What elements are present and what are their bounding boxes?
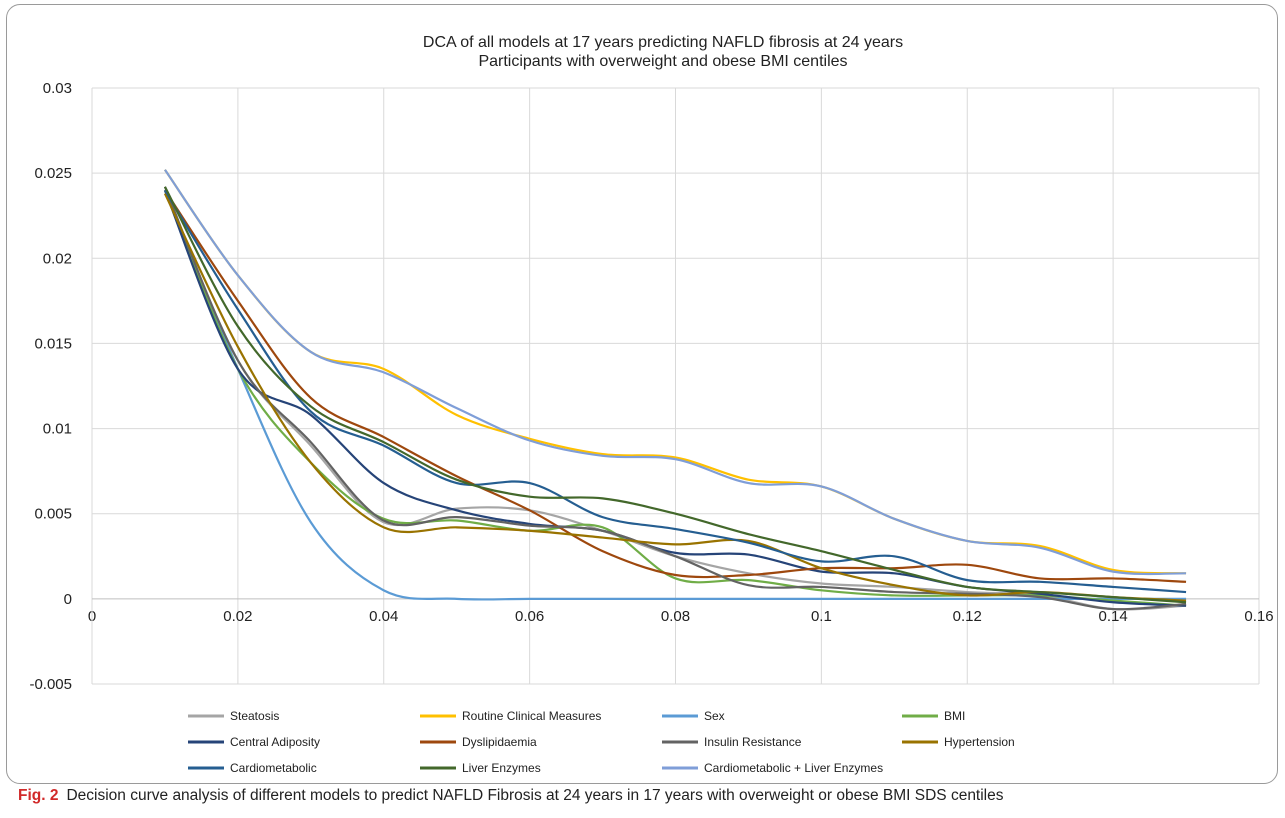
y-tick-label: 0.03 bbox=[43, 80, 72, 97]
x-tick-label: 0.06 bbox=[515, 608, 544, 625]
decision-curve-chart: 0 0.02 0.04 0.06 0.08 0.1 0.12 0.14 0.16 0.03 0.02… bbox=[29, 34, 1273, 775]
legend-label: Cardiometabolic bbox=[230, 761, 317, 775]
chart-title: DCA of all models at 17 years predicting… bbox=[423, 34, 903, 51]
figure-label: Fig. 2 bbox=[18, 787, 59, 804]
legend-label: Cardiometabolic + Liver Enzymes bbox=[704, 761, 883, 775]
legend: Steatosis Routine Clinical Measures Sex BMI… bbox=[188, 709, 1015, 775]
x-tick-label: 0.16 bbox=[1244, 608, 1273, 625]
x-tick-label: 0.02 bbox=[223, 608, 252, 625]
y-tick-label: 0.02 bbox=[43, 250, 72, 267]
legend-label: Hypertension bbox=[944, 735, 1015, 749]
figure-caption-text: Decision curve analysis of different mod… bbox=[66, 787, 1004, 804]
chart-frame bbox=[6, 4, 1278, 784]
legend-label: BMI bbox=[944, 709, 965, 723]
x-tick-label: 0.04 bbox=[369, 608, 398, 625]
chart-subtitle: Participants with overweight and obese B… bbox=[478, 53, 847, 70]
legend-label: Steatosis bbox=[230, 709, 279, 723]
y-tick-label: 0.01 bbox=[43, 421, 72, 438]
axes: 0 0.02 0.04 0.06 0.08 0.1 0.12 0.14 0.16 0.03 0.02… bbox=[29, 80, 1273, 693]
legend-label: Insulin Resistance bbox=[704, 735, 802, 749]
series-line-sex bbox=[163, 189, 1187, 601]
legend-label: Routine Clinical Measures bbox=[462, 709, 601, 723]
y-tick-label: -0.005 bbox=[29, 676, 72, 693]
legend-label: Liver Enzymes bbox=[462, 761, 541, 775]
series-line-cardiometabolic-liver-enzymes bbox=[164, 169, 1187, 576]
y-tick-label: 0.015 bbox=[34, 335, 72, 352]
series-line-hypertension bbox=[163, 193, 1187, 602]
series-line-cardiometabolic bbox=[164, 189, 1187, 594]
x-tick-label: 0.14 bbox=[1099, 608, 1128, 625]
y-tick-label: 0.025 bbox=[34, 165, 72, 182]
series-line-liver-enzymes bbox=[163, 186, 1187, 604]
legend-label: Central Adiposity bbox=[230, 735, 320, 749]
x-tick-label: 0.12 bbox=[953, 608, 982, 625]
x-tick-label: 0.08 bbox=[661, 608, 690, 625]
y-tick-label: 0.005 bbox=[34, 506, 72, 523]
x-tick-label: 0.1 bbox=[811, 608, 832, 625]
series-lines bbox=[163, 169, 1187, 611]
y-tick-label: 0 bbox=[64, 591, 72, 608]
series-line-dyslipidaemia bbox=[164, 189, 1187, 583]
legend-label: Sex bbox=[704, 709, 725, 723]
legend-label: Dyslipidaemia bbox=[462, 735, 537, 749]
figure-caption: Fig. 2 Decision curve analysis of differe… bbox=[18, 787, 1004, 805]
